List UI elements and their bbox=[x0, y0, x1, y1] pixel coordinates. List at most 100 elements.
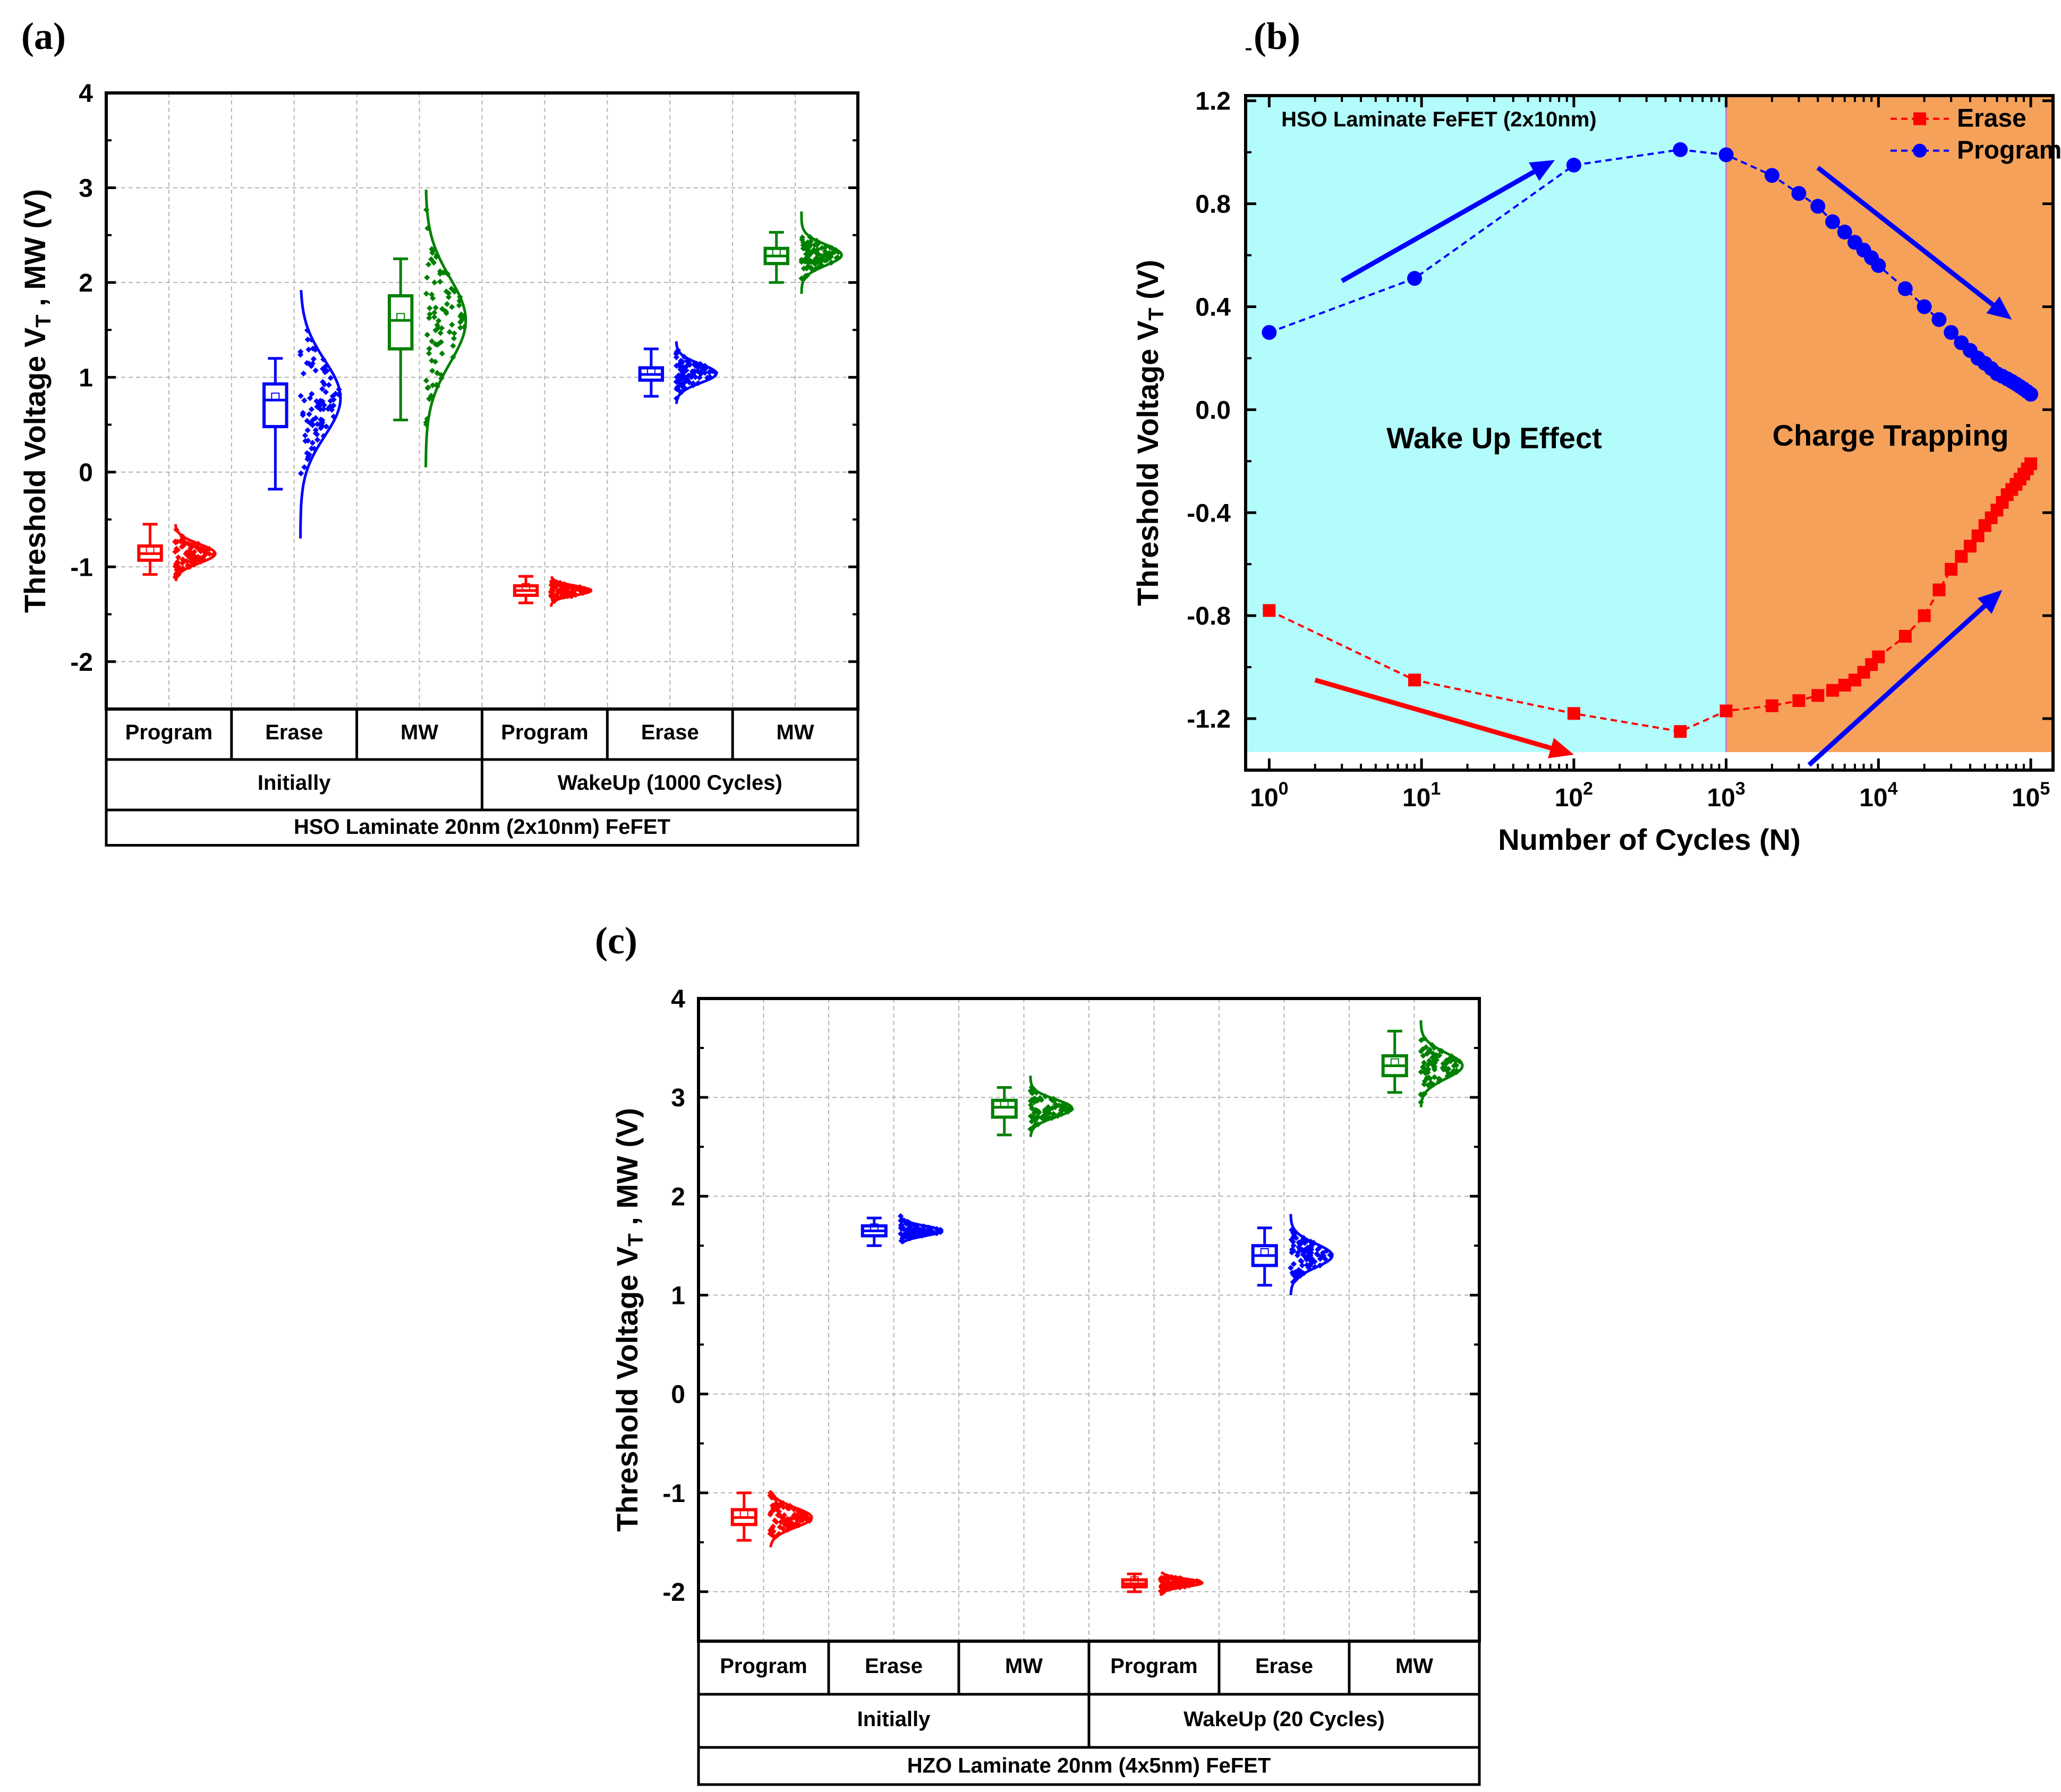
data-point bbox=[555, 594, 561, 600]
data-point bbox=[1429, 1042, 1435, 1048]
data-point bbox=[673, 354, 680, 361]
data-point bbox=[1436, 1052, 1442, 1059]
data-point bbox=[1262, 325, 1277, 340]
data-point bbox=[195, 541, 201, 547]
box-erase-wakeup bbox=[1251, 1214, 1334, 1295]
series-line bbox=[1268, 148, 2032, 395]
data-point bbox=[310, 356, 317, 362]
data-point bbox=[444, 301, 450, 308]
data-point bbox=[549, 585, 556, 592]
data-point bbox=[1674, 725, 1687, 738]
data-point bbox=[1811, 689, 1825, 702]
data-point bbox=[457, 313, 464, 320]
data-point bbox=[438, 325, 445, 331]
data-point bbox=[1945, 562, 1958, 576]
data-point bbox=[320, 356, 327, 363]
box-mw-initial bbox=[387, 189, 467, 467]
data-point bbox=[1566, 157, 1581, 173]
data-point bbox=[1449, 1053, 1455, 1060]
category-label: Erase bbox=[1255, 1654, 1313, 1678]
data-point bbox=[1765, 699, 1778, 712]
data-point bbox=[445, 294, 452, 301]
data-point bbox=[905, 1219, 912, 1226]
data-point bbox=[185, 564, 191, 570]
data-point bbox=[187, 542, 193, 548]
data-point bbox=[790, 1506, 797, 1513]
data-point bbox=[774, 1504, 781, 1510]
data-point bbox=[173, 526, 180, 533]
data-point bbox=[1826, 684, 1839, 697]
data-point bbox=[1196, 1578, 1203, 1585]
data-point bbox=[934, 1226, 940, 1232]
x-tick-label: 101 bbox=[1402, 779, 1441, 812]
box-mean bbox=[271, 392, 280, 402]
data-point bbox=[1168, 1574, 1175, 1581]
box-mw-wakeup bbox=[763, 211, 843, 294]
data-point bbox=[1408, 673, 1421, 687]
data-point bbox=[312, 367, 319, 374]
y-tick-label: -0.8 bbox=[1187, 602, 1231, 630]
y-axis-title: Threshold Voltage VT , MW (V) bbox=[610, 1108, 648, 1532]
data-point bbox=[446, 329, 453, 335]
trend-arrow-head bbox=[1529, 160, 1555, 181]
box-mean bbox=[396, 313, 405, 322]
data-point bbox=[300, 370, 307, 377]
y-tick-label: 0.4 bbox=[1195, 293, 1231, 321]
data-point bbox=[179, 533, 185, 540]
data-point bbox=[1418, 1099, 1424, 1105]
data-point bbox=[333, 390, 339, 397]
box-mean bbox=[646, 367, 655, 376]
data-point bbox=[319, 398, 326, 405]
data-point bbox=[1424, 1066, 1430, 1073]
box-mean bbox=[146, 546, 155, 555]
data-point bbox=[1032, 1095, 1038, 1102]
data-point bbox=[1764, 168, 1779, 183]
data-point bbox=[206, 545, 212, 552]
group-label: WakeUp (1000 Cycles) bbox=[558, 771, 782, 795]
y-tick-label: -1 bbox=[662, 1480, 685, 1508]
data-point bbox=[898, 1222, 905, 1228]
data-point bbox=[439, 351, 445, 357]
data-point bbox=[426, 396, 433, 402]
data-point bbox=[778, 1500, 785, 1507]
data-point bbox=[804, 272, 811, 279]
data-point bbox=[426, 315, 432, 321]
data-point bbox=[320, 379, 326, 385]
data-point bbox=[1421, 1091, 1428, 1097]
box-program-initial bbox=[137, 523, 217, 582]
data-point bbox=[424, 331, 430, 338]
data-point bbox=[681, 354, 687, 360]
data-point bbox=[1431, 1064, 1437, 1071]
data-point bbox=[1309, 1241, 1316, 1248]
box-mw-initial bbox=[991, 1076, 1075, 1137]
data-point bbox=[1060, 1102, 1066, 1108]
data-point bbox=[309, 360, 316, 366]
data-point bbox=[429, 357, 435, 364]
y-tick-label: 4 bbox=[79, 80, 93, 108]
data-point bbox=[1181, 1582, 1188, 1588]
box-mw-wakeup bbox=[1381, 1020, 1464, 1107]
y-tick-label: 4 bbox=[671, 985, 685, 1013]
data-point bbox=[461, 324, 467, 330]
data-point bbox=[461, 314, 467, 320]
data-point bbox=[302, 438, 309, 444]
data-point bbox=[1318, 1253, 1325, 1260]
distribution-curve bbox=[174, 524, 217, 582]
category-label: MW bbox=[1395, 1654, 1433, 1678]
data-point bbox=[306, 395, 313, 402]
data-point bbox=[1043, 1113, 1050, 1120]
data-point bbox=[446, 290, 452, 296]
data-point bbox=[330, 413, 337, 420]
data-point bbox=[769, 1494, 775, 1501]
category-label: MW bbox=[401, 721, 438, 744]
trend-arrow-head bbox=[1977, 590, 2003, 614]
data-point bbox=[1290, 1247, 1296, 1253]
data-point bbox=[702, 370, 708, 376]
legend-marker bbox=[1913, 143, 1927, 158]
data-point bbox=[429, 382, 436, 389]
data-point bbox=[1436, 1078, 1442, 1085]
data-point bbox=[1917, 299, 1932, 314]
data-point bbox=[1897, 281, 1913, 296]
data-point bbox=[567, 590, 574, 597]
box-iqr bbox=[387, 294, 414, 351]
